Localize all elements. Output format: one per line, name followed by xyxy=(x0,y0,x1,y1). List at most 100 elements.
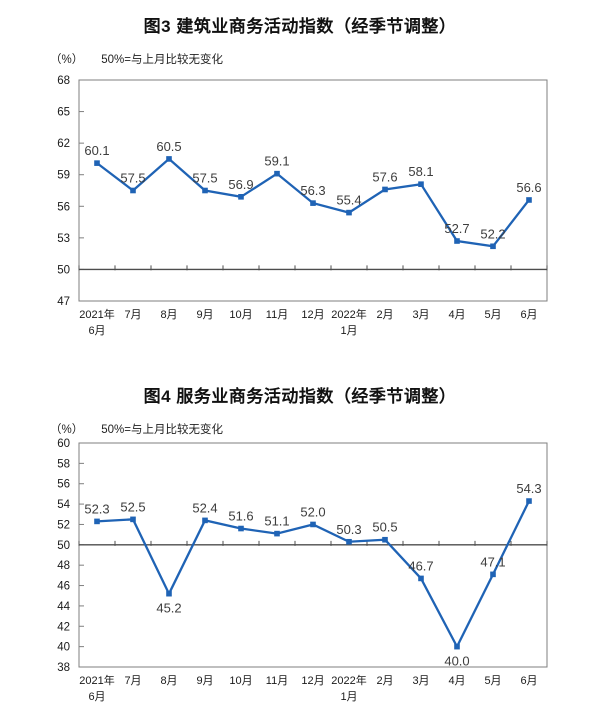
x-axis-labels: 2021年 6月 7月 8月 9月 10月 11月 12月 2022年 1月 2月 3月 4月 5月 6月 xyxy=(79,307,537,337)
x-axis-label: 12月 xyxy=(301,675,324,687)
value-label: 52.5 xyxy=(120,499,145,514)
svg-text:48: 48 xyxy=(57,560,70,572)
series-markers xyxy=(94,156,532,250)
construction-pmi-chart-section: 图3 建筑业商务活动指数（经季节调整） （%） 50%=与上月比较无变化 47 50… xyxy=(50,17,548,337)
plot-border xyxy=(78,442,548,668)
x-axis-label: 8月 xyxy=(160,675,177,687)
x-axis-label: 3月 xyxy=(412,675,429,687)
svg-text:40: 40 xyxy=(57,642,70,654)
data-point-marker xyxy=(454,643,460,650)
chart4-axis-note: （%） 50%=与上月比较无变化 xyxy=(50,421,223,437)
svg-text:42: 42 xyxy=(57,621,70,633)
data-point-marker xyxy=(166,590,172,597)
data-point-marker xyxy=(202,187,208,194)
chart4-unit-label: （%） xyxy=(50,424,84,436)
data-point-marker xyxy=(166,156,172,162)
y-axis: 38 40 42 44 46 48 50 52 54 56 58 60 xyxy=(57,438,84,674)
chart4-title: 图4 服务业商务活动指数（经季节调整） xyxy=(143,387,457,406)
series-markers xyxy=(94,498,532,650)
y-axis: 47 50 53 56 59 62 65 68 xyxy=(57,75,84,308)
data-point-marker xyxy=(346,209,352,216)
svg-text:68: 68 xyxy=(57,75,70,87)
x-axis-label: 2月 xyxy=(376,309,393,321)
chart4-plot-area: 38 40 42 44 46 48 50 52 54 56 58 60 52.3 52.5 45.2 52.4… xyxy=(57,438,548,703)
svg-text:54: 54 xyxy=(57,499,70,511)
svg-text:62: 62 xyxy=(57,138,70,150)
value-label: 45.2 xyxy=(156,601,181,616)
value-label: 50.5 xyxy=(372,520,397,535)
value-labels: 60.1 57.5 60.5 57.5 56.9 59.1 56.3 55.4 57.6 58.1… xyxy=(84,139,541,241)
svg-text:38: 38 xyxy=(57,662,70,674)
value-label: 51.6 xyxy=(228,509,253,524)
data-point-marker xyxy=(310,521,316,528)
x-axis-label: 5月 xyxy=(484,675,501,687)
data-point-marker xyxy=(454,238,460,244)
value-labels: 52.3 52.5 45.2 52.4 51.6 51.1 52.0 50.3 50.5 46.7… xyxy=(84,481,541,669)
reference-line xyxy=(78,540,548,546)
x-axis-label: 4月 xyxy=(448,309,465,321)
data-point-marker xyxy=(274,170,280,177)
data-point-marker xyxy=(346,538,352,545)
svg-text:56: 56 xyxy=(57,479,70,491)
plot-border xyxy=(78,79,548,302)
data-point-marker xyxy=(382,186,388,193)
x-axis-label: 1月 xyxy=(340,325,357,337)
data-point-marker xyxy=(94,160,100,166)
svg-text:46: 46 xyxy=(57,581,70,593)
x-axis-label: 4月 xyxy=(448,675,465,687)
x-axis-label: 9月 xyxy=(196,309,213,321)
value-label: 46.7 xyxy=(408,558,433,573)
data-point-marker xyxy=(310,200,316,206)
value-label: 52.2 xyxy=(480,226,505,241)
x-axis-label: 2021年 xyxy=(79,307,114,321)
x-axis-label: 6月 xyxy=(88,325,105,337)
value-label: 52.4 xyxy=(192,500,217,515)
value-label: 58.1 xyxy=(408,164,433,179)
svg-text:53: 53 xyxy=(57,233,70,245)
svg-text:50: 50 xyxy=(57,264,70,276)
value-label: 52.0 xyxy=(300,504,325,519)
data-point-marker xyxy=(490,243,496,250)
value-label: 56.9 xyxy=(228,177,253,192)
svg-text:47: 47 xyxy=(57,296,70,308)
x-axis-label: 1月 xyxy=(340,691,357,703)
svg-text:50: 50 xyxy=(57,540,70,552)
value-label: 54.3 xyxy=(516,481,541,496)
x-axis-label: 2022年 xyxy=(331,307,366,321)
data-point-marker xyxy=(274,530,280,537)
chart4-subtitle: 50%=与上月比较无变化 xyxy=(101,424,223,436)
x-axis-label: 6月 xyxy=(520,309,537,321)
x-axis-label: 6月 xyxy=(88,691,105,703)
svg-text:65: 65 xyxy=(57,107,70,119)
value-label: 52.3 xyxy=(84,501,109,516)
data-point-marker xyxy=(202,517,208,524)
value-label: 60.1 xyxy=(84,143,109,158)
value-label: 56.3 xyxy=(300,183,325,198)
value-label: 57.6 xyxy=(372,169,397,184)
x-axis-label: 7月 xyxy=(124,675,141,687)
value-label: 40.0 xyxy=(444,654,469,669)
value-label: 51.1 xyxy=(264,514,289,529)
data-point-marker xyxy=(94,518,100,525)
chart3-plot-area: 47 50 53 56 59 62 65 68 60.1 57.5 60.5 57.5 56.9 59.1… xyxy=(57,75,548,337)
data-point-marker xyxy=(526,498,532,504)
value-label: 50.3 xyxy=(336,522,361,537)
x-axis-label: 2021年 xyxy=(79,673,114,687)
value-label: 47.1 xyxy=(480,554,505,569)
data-point-marker xyxy=(238,525,244,532)
x-axis-label: 2022年 xyxy=(331,673,366,687)
data-point-marker xyxy=(130,516,136,523)
value-label: 57.5 xyxy=(192,171,217,186)
data-point-marker xyxy=(418,575,424,582)
svg-text:58: 58 xyxy=(57,458,70,470)
chart3-title: 图3 建筑业商务活动指数（经季节调整） xyxy=(143,17,457,36)
x-axis-label: 8月 xyxy=(160,309,177,321)
value-label: 52.7 xyxy=(444,221,469,236)
data-point-marker xyxy=(130,187,136,194)
data-point-marker xyxy=(238,194,244,200)
data-point-marker xyxy=(418,181,424,187)
chart3-subtitle: 50%=与上月比较无变化 xyxy=(101,54,223,66)
x-axis-label: 5月 xyxy=(484,309,501,321)
data-point-marker xyxy=(490,571,496,578)
value-label: 57.5 xyxy=(120,171,145,186)
